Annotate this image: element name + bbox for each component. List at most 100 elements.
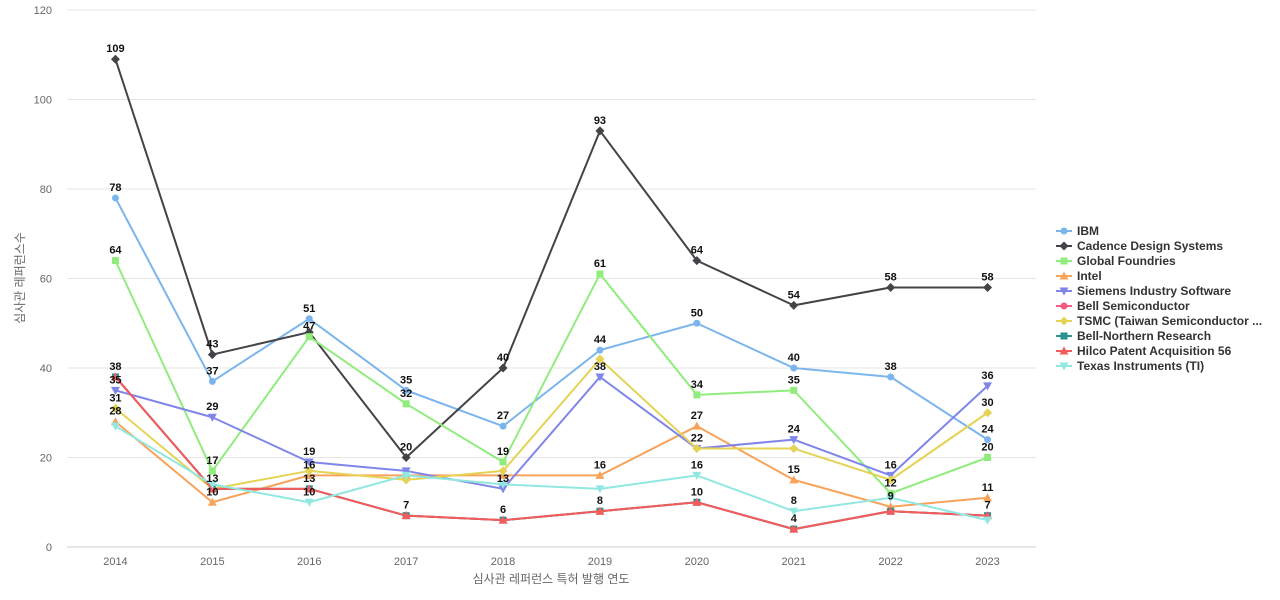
data-point[interactable]	[789, 436, 799, 445]
series-line	[114, 376, 988, 531]
data-point[interactable]	[110, 386, 120, 395]
legend-item[interactable]: Intel	[1056, 269, 1102, 283]
data-point[interactable]	[207, 480, 217, 489]
y-tick-label: 0	[46, 542, 52, 554]
data-point[interactable]	[692, 256, 702, 266]
data-point[interactable]	[596, 270, 604, 278]
legend-marker	[1060, 227, 1068, 235]
data-point[interactable]	[401, 511, 411, 520]
data-label: 13	[497, 473, 509, 485]
data-point[interactable]	[111, 194, 119, 202]
data-point[interactable]	[207, 413, 217, 422]
data-point[interactable]	[208, 467, 216, 475]
data-point[interactable]	[887, 373, 895, 381]
data-point[interactable]	[886, 475, 896, 485]
data-point[interactable]	[208, 377, 216, 385]
data-point[interactable]	[401, 467, 411, 476]
legend-item[interactable]: TSMC (Taiwan Semiconductor ...	[1056, 314, 1262, 328]
data-point[interactable]	[304, 466, 314, 476]
series-7	[111, 373, 992, 533]
data-point[interactable]	[984, 454, 992, 461]
data-point[interactable]	[983, 382, 993, 391]
legend-marker	[1059, 287, 1069, 296]
data-point[interactable]	[887, 489, 895, 497]
data-point[interactable]	[499, 422, 507, 430]
y-tick-label: 100	[34, 95, 52, 107]
data-point[interactable]	[789, 444, 799, 454]
data-point[interactable]	[983, 282, 993, 292]
data-point[interactable]	[304, 484, 314, 493]
data-point[interactable]	[790, 386, 798, 394]
data-point[interactable]	[402, 400, 410, 408]
data-label: 30	[981, 397, 993, 409]
data-point[interactable]	[499, 458, 507, 466]
legend-label: Siemens Industry Software	[1077, 284, 1231, 298]
series-group	[110, 54, 993, 533]
data-point[interactable]	[692, 421, 702, 430]
data-point[interactable]	[595, 373, 605, 382]
x-tick-label: 2022	[878, 556, 902, 568]
data-point[interactable]	[110, 403, 120, 413]
data-label: 20	[981, 442, 993, 454]
data-point[interactable]	[692, 497, 702, 506]
legend-item[interactable]: Texas Instruments (TI)	[1056, 359, 1204, 373]
data-point[interactable]	[983, 408, 993, 418]
legend-item[interactable]: Siemens Industry Software	[1056, 284, 1231, 298]
data-point[interactable]	[402, 386, 410, 394]
data-label: 58	[981, 271, 993, 283]
data-point[interactable]	[304, 498, 314, 507]
data-point[interactable]	[110, 422, 120, 431]
data-point[interactable]	[595, 485, 605, 494]
data-point[interactable]	[983, 493, 993, 502]
data-point[interactable]	[984, 436, 992, 444]
legend-item[interactable]: Global Foundries	[1056, 254, 1176, 268]
data-point[interactable]	[789, 475, 799, 484]
legend-item[interactable]: Bell-Northern Research	[1056, 329, 1211, 343]
data-label: 8	[597, 495, 603, 507]
data-point[interactable]	[886, 506, 896, 515]
legend-item[interactable]: Hilco Patent Acquisition 56	[1056, 344, 1232, 358]
data-point[interactable]	[596, 346, 604, 354]
legend-item[interactable]: Cadence Design Systems	[1056, 239, 1223, 253]
data-point[interactable]	[110, 54, 120, 64]
data-point[interactable]	[595, 354, 605, 364]
data-point[interactable]	[498, 466, 508, 476]
legend-marker	[1059, 271, 1069, 280]
data-label: 11	[982, 482, 994, 494]
data-point[interactable]	[498, 515, 508, 524]
data-point[interactable]	[983, 516, 993, 525]
data-point[interactable]	[886, 282, 896, 292]
data-point[interactable]	[595, 470, 605, 479]
data-point[interactable]	[595, 126, 605, 136]
data-point[interactable]	[111, 257, 119, 265]
y-tick-label: 60	[40, 274, 52, 286]
data-point[interactable]	[305, 315, 313, 323]
legend-item[interactable]: Bell Semiconductor	[1056, 299, 1190, 313]
data-point[interactable]	[886, 494, 896, 503]
data-point[interactable]	[305, 333, 313, 341]
data-point[interactable]	[498, 480, 508, 489]
series-line	[114, 260, 988, 495]
data-label: 38	[885, 361, 897, 373]
data-point[interactable]	[110, 372, 120, 381]
data-point[interactable]	[692, 444, 702, 454]
data-label: 50	[691, 307, 703, 319]
data-point[interactable]	[207, 497, 217, 506]
data-label: 7	[984, 500, 990, 512]
data-point[interactable]	[401, 471, 411, 480]
data-point[interactable]	[692, 471, 702, 480]
data-point[interactable]	[693, 391, 701, 399]
data-point[interactable]	[789, 507, 799, 516]
data-point[interactable]	[207, 350, 217, 360]
data-point[interactable]	[693, 319, 701, 327]
data-point[interactable]	[304, 458, 314, 467]
data-point[interactable]	[789, 300, 799, 310]
legend-item[interactable]: IBM	[1056, 224, 1099, 238]
data-point[interactable]	[595, 506, 605, 515]
data-point[interactable]	[790, 364, 798, 372]
data-point[interactable]	[401, 453, 411, 462]
data-point[interactable]	[498, 485, 508, 494]
series-line	[114, 425, 988, 522]
data-point[interactable]	[498, 363, 508, 373]
data-point[interactable]	[789, 524, 799, 533]
